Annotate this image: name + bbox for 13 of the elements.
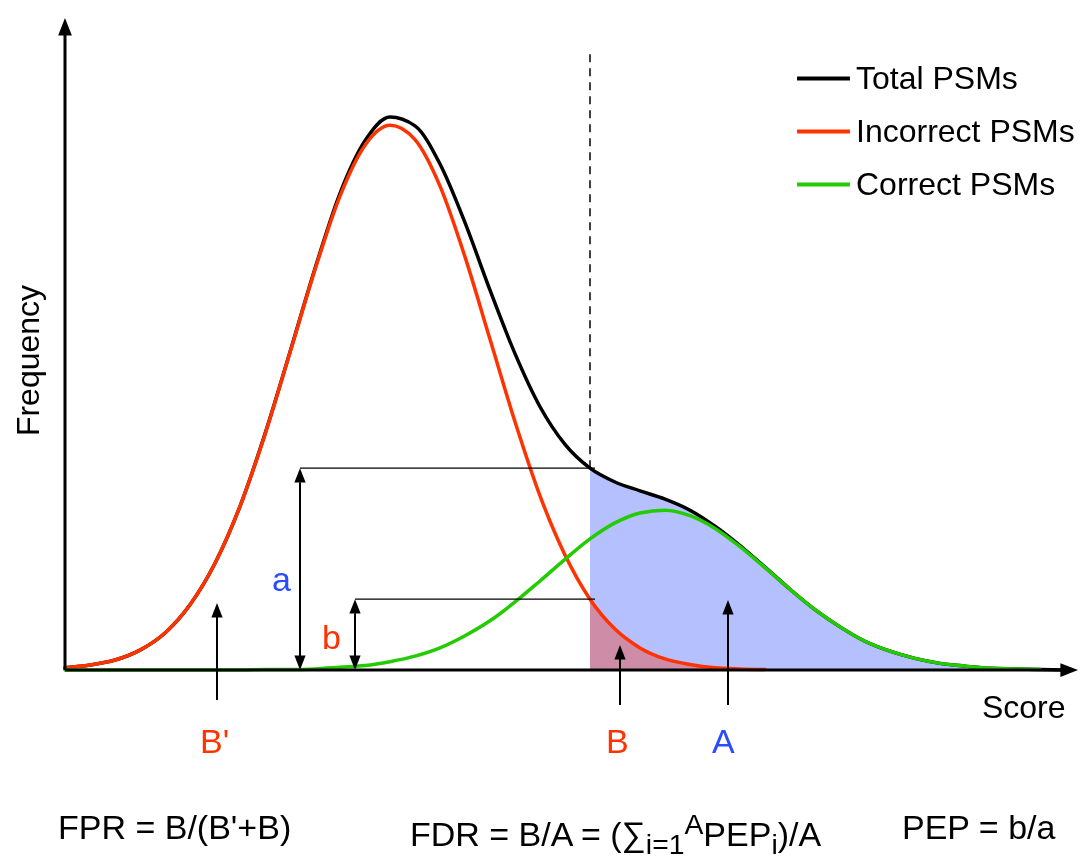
y-axis-title: Frequency <box>9 284 46 437</box>
legend-label: Incorrect PSMs <box>856 112 1075 149</box>
text: PEP = b/a <box>902 808 1056 847</box>
annotation: b <box>322 618 341 657</box>
x-axis-title: Score <box>981 688 1066 725</box>
text: FDR = B/A = (∑$_{i=1}$$^{A}$PEP$_{i}$)/A <box>410 808 822 862</box>
legend-label: Correct PSMs <box>856 165 1056 202</box>
annotation: a <box>272 560 291 599</box>
legend-label: Total PSMs <box>856 59 1018 96</box>
text: B <box>606 722 629 761</box>
text: A <box>712 722 735 761</box>
text: B' <box>200 722 230 761</box>
text: FPR = B/(B'+B) <box>58 808 292 847</box>
